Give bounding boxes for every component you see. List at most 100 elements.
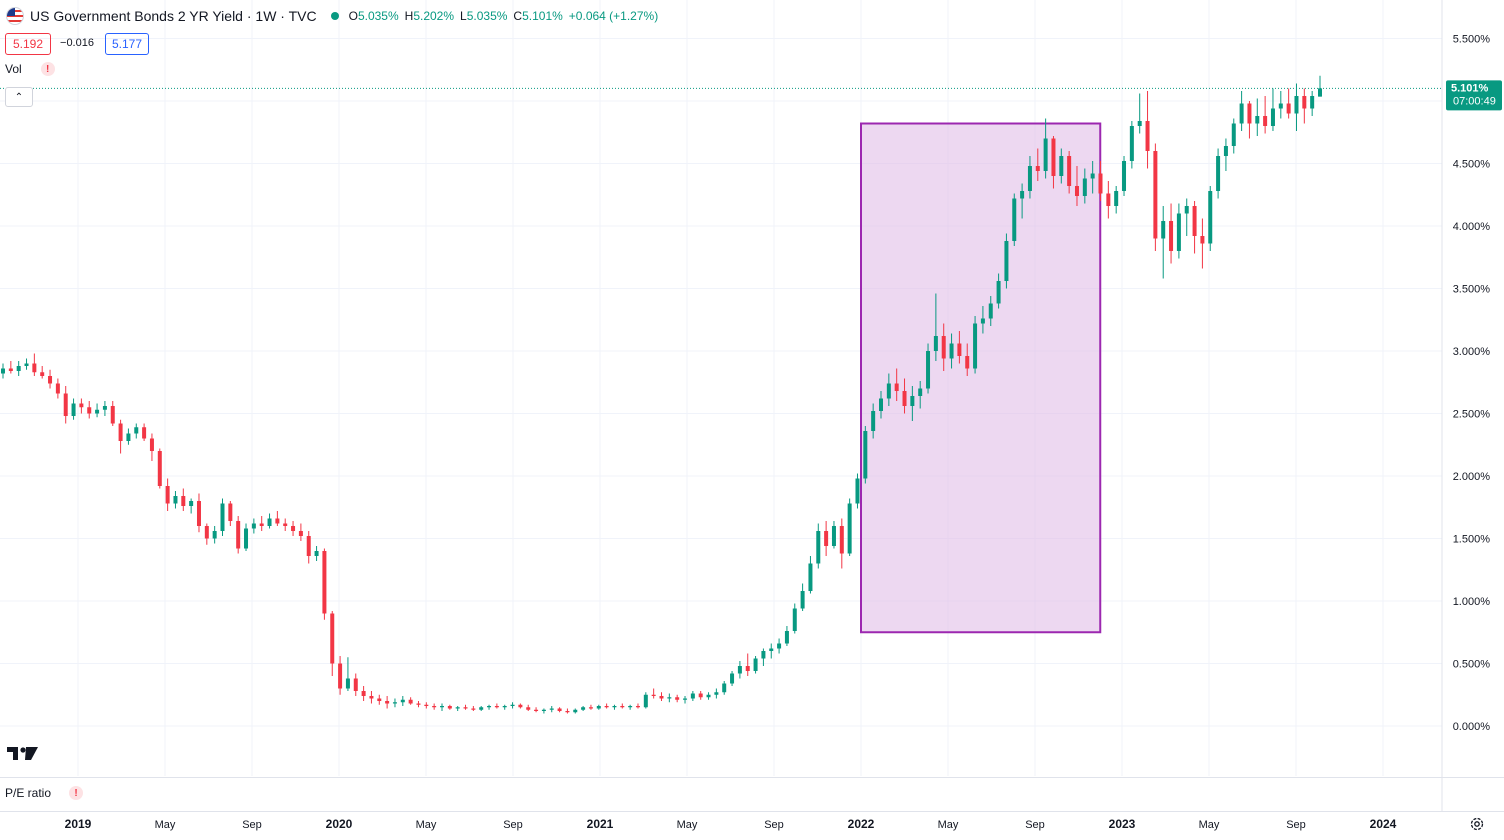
candle-body xyxy=(933,336,938,351)
candle-body xyxy=(1216,156,1221,191)
last-price-value: 5.101% xyxy=(1451,82,1489,94)
candle-body xyxy=(1270,108,1275,126)
candle-body xyxy=(189,501,194,506)
candle-body xyxy=(769,648,774,651)
candle-body xyxy=(1051,138,1056,176)
candle-body xyxy=(1137,121,1142,126)
y-tick-label: 0.000% xyxy=(1453,721,1491,733)
chart-grid xyxy=(0,0,1442,776)
candle-body xyxy=(16,366,21,371)
symbol-legend: US Government Bonds 2 YR Yield · 1W · TV… xyxy=(6,6,664,26)
candle-body xyxy=(1012,198,1017,241)
candle-body xyxy=(134,427,139,434)
y-tick-label: 1.500% xyxy=(1453,534,1491,546)
candle-body xyxy=(487,706,492,708)
candle-body xyxy=(1114,191,1119,206)
candle-body xyxy=(949,343,954,359)
candle-body xyxy=(1027,166,1032,191)
candle-body xyxy=(706,694,711,698)
candle-body xyxy=(698,693,703,698)
candle-body xyxy=(675,697,680,700)
x-tick-label: 2023 xyxy=(1109,817,1136,831)
ask-price-button[interactable]: 5.177 xyxy=(105,33,149,55)
collapse-legend-button[interactable]: ⌃ xyxy=(5,87,33,107)
pane-divider[interactable] xyxy=(0,777,1504,778)
candle-body xyxy=(322,551,327,614)
candle-body xyxy=(267,518,272,526)
candle-body xyxy=(588,707,593,709)
candle-body xyxy=(855,478,860,504)
candle-body xyxy=(714,692,719,695)
candle-body xyxy=(40,372,45,376)
candle-body xyxy=(1192,206,1197,236)
x-tick-label: Sep xyxy=(1025,819,1045,831)
x-tick-label: 2019 xyxy=(65,817,92,831)
gear-icon[interactable] xyxy=(1468,815,1486,833)
candle-body xyxy=(157,451,162,486)
candle-body xyxy=(573,709,578,713)
warning-icon[interactable]: ! xyxy=(40,62,55,76)
candle-body xyxy=(377,698,382,701)
pe-ratio-pane[interactable]: P/E ratio ! xyxy=(5,786,84,800)
candle-body xyxy=(71,403,76,416)
market-status-dot-icon[interactable] xyxy=(330,12,339,20)
candle-body xyxy=(1067,156,1072,186)
candle-body xyxy=(1169,221,1174,251)
symbol-title[interactable]: US Government Bonds 2 YR Yield · 1W · TV… xyxy=(30,8,317,24)
y-tick-label: 0.500% xyxy=(1453,659,1491,671)
highlight-rectangle[interactable] xyxy=(860,122,1102,634)
candle-body xyxy=(1098,173,1103,194)
x-tick-label: Sep xyxy=(1286,819,1306,831)
volume-label: Vol xyxy=(5,62,22,76)
candle-body xyxy=(330,613,335,664)
candle-body xyxy=(777,643,782,649)
candle-body xyxy=(620,706,625,708)
tradingview-logo-icon[interactable] xyxy=(7,747,38,760)
warning-icon[interactable]: ! xyxy=(69,786,84,800)
candle-body xyxy=(1004,241,1009,281)
candle-body xyxy=(1263,116,1268,126)
candle-body xyxy=(1278,103,1283,109)
candle-body xyxy=(510,704,515,706)
candle-body xyxy=(612,706,617,708)
candle-body xyxy=(871,411,876,431)
volume-indicator[interactable]: Vol ! xyxy=(5,62,55,76)
candle-body xyxy=(244,528,249,549)
chevron-up-icon: ⌃ xyxy=(14,91,24,103)
candle-body xyxy=(455,707,460,709)
candle-body xyxy=(996,281,1001,304)
candle-body xyxy=(400,699,405,703)
candle-body xyxy=(479,707,484,710)
candle-body xyxy=(737,666,742,674)
candle-body xyxy=(338,663,343,689)
candle-body xyxy=(643,694,648,708)
candle-body xyxy=(839,526,844,554)
candle-body xyxy=(816,531,821,564)
candle-body xyxy=(957,343,962,356)
x-tick-label: Sep xyxy=(764,819,784,831)
candle-body xyxy=(965,356,970,369)
candle-body xyxy=(1161,221,1166,239)
candle-body xyxy=(361,691,366,696)
candle-body xyxy=(722,683,727,693)
us-flag-icon xyxy=(6,7,24,25)
ohlc-close: C5.101% xyxy=(513,9,563,23)
candle-body xyxy=(32,363,37,373)
candle-body xyxy=(502,706,507,708)
ohlc-open: O5.035% xyxy=(348,9,399,23)
candle-body xyxy=(447,706,452,709)
y-tick-label: 1.000% xyxy=(1453,596,1491,608)
candle-body xyxy=(1208,191,1213,244)
candle-body xyxy=(1020,191,1025,199)
candlestick-series xyxy=(1,75,1322,714)
candle-body xyxy=(973,323,978,369)
candle-body xyxy=(1129,126,1134,161)
y-tick-label: 2.000% xyxy=(1453,471,1491,483)
candle-body xyxy=(541,709,546,711)
candle-body xyxy=(1239,103,1244,124)
price-axis: 5.500%5.000%4.500%4.000%3.500%3.000%2.50… xyxy=(1453,34,1491,734)
bid-price-button[interactable]: 5.192 xyxy=(5,33,51,55)
candle-body xyxy=(1223,146,1228,156)
y-tick-label: 4.000% xyxy=(1453,221,1491,233)
